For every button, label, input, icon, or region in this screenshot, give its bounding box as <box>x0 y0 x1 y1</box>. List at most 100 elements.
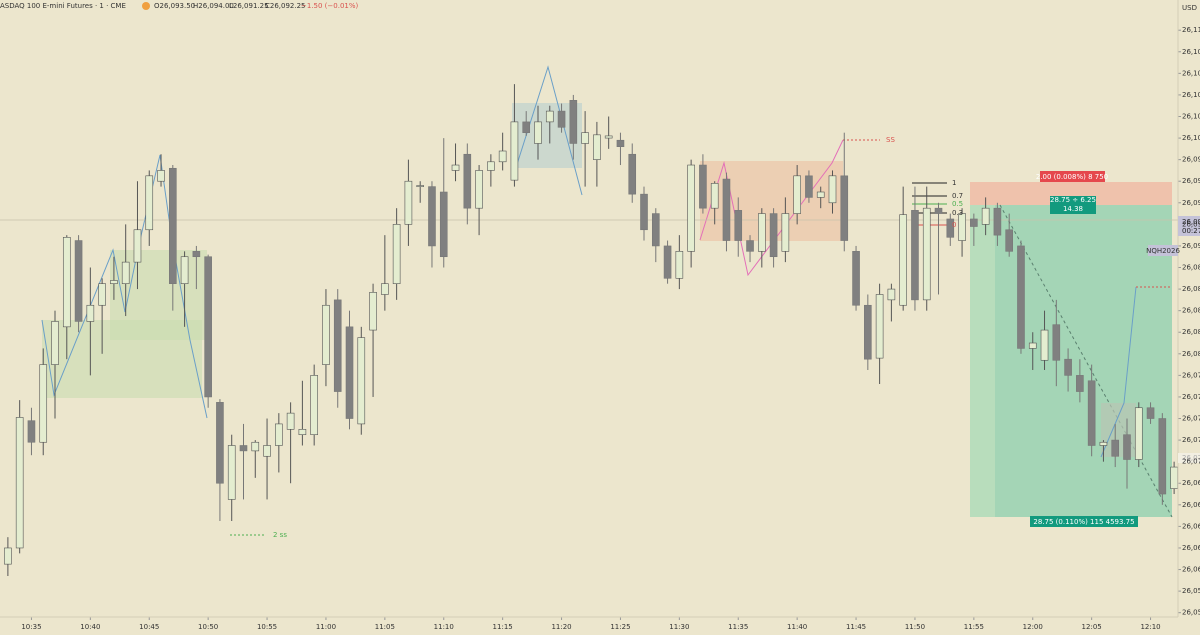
x-tick-label: 11:15 <box>493 623 513 631</box>
candle-body <box>381 283 389 295</box>
y-tick-label: 26,058 <box>1182 587 1200 595</box>
candle-body <box>15 417 24 549</box>
x-tick-label: 10:35 <box>21 623 41 631</box>
x-tick-label: 10:40 <box>80 623 100 631</box>
candle-body <box>357 337 366 425</box>
y-tick-label: 26,076 <box>1182 393 1200 401</box>
y-tick-label: 26,110 <box>1182 26 1200 34</box>
candle-body <box>1099 441 1108 446</box>
candle-body <box>675 251 684 279</box>
candle-body <box>616 139 625 147</box>
candle-body <box>392 224 401 284</box>
candle-body <box>758 213 766 252</box>
candle-body <box>239 445 248 452</box>
x-tick-label: 10:50 <box>198 623 218 631</box>
candle-body <box>1158 418 1167 495</box>
chart-title: ASDAQ 100 E-mini Futures · 1 · CME <box>0 2 126 10</box>
annotation: SS <box>886 136 895 144</box>
candle-body <box>628 153 637 195</box>
currency: USD <box>1182 4 1197 12</box>
x-tick-label: 12:05 <box>1082 623 1102 631</box>
candle-body <box>922 207 931 301</box>
candle-body <box>946 218 955 238</box>
y-tick-label: 26,072 <box>1182 436 1200 444</box>
quote-close: C26,092.25 <box>265 2 306 10</box>
candle-body <box>687 164 695 252</box>
candle-body <box>805 175 813 198</box>
candle-body <box>227 445 236 500</box>
candle-body <box>498 150 507 163</box>
symbol-tag <box>1148 245 1178 256</box>
quote-change: −1.50 (−0.01%) <box>301 2 359 10</box>
candle-body <box>310 375 318 436</box>
y-tick-label: 26,082 <box>1182 328 1200 336</box>
y-tick-label: 26,094 <box>1182 199 1200 207</box>
candle-body <box>4 547 12 565</box>
candle-body <box>710 183 719 209</box>
candle-body <box>204 256 212 398</box>
candle-body <box>251 441 260 452</box>
y-tick-label: 26,056 <box>1182 609 1200 617</box>
y-tick-label: 26,090 <box>1182 242 1200 250</box>
target-tag <box>1030 516 1138 527</box>
fib-label: 0.7 <box>952 192 963 200</box>
x-tick-label: 11:25 <box>610 623 630 631</box>
ratio-label: 14.38 <box>1063 205 1083 213</box>
candle-body <box>1111 439 1120 457</box>
x-tick-label: 11:05 <box>375 623 395 631</box>
y-tick-label: 26,098 <box>1182 156 1200 164</box>
x-tick-label: 11:20 <box>551 623 571 631</box>
candle-body <box>1076 375 1084 392</box>
candle-body <box>934 207 943 214</box>
price-tag-label: 26,092 <box>1182 218 1200 226</box>
candle-body <box>1123 434 1131 460</box>
candle-body <box>98 283 106 306</box>
candle-body <box>640 193 648 231</box>
y-tick-label: 26,106 <box>1182 69 1200 77</box>
candle-body <box>769 213 778 258</box>
candle-body <box>439 191 448 258</box>
symbol-label: NQH2026 <box>1146 247 1180 255</box>
candle-body <box>404 180 413 225</box>
x-tick-label: 11:45 <box>846 623 866 631</box>
y-tick-label: 26,092 <box>1182 220 1200 228</box>
candle-body <box>1005 229 1013 252</box>
candle-body <box>1146 407 1155 419</box>
quote-low: L26,091.25 <box>229 2 269 10</box>
candle-body <box>899 214 907 306</box>
candle-body <box>510 121 519 181</box>
x-tick-label: 10:45 <box>139 623 159 631</box>
candle-body <box>981 207 990 225</box>
x-tick-label: 11:30 <box>669 623 689 631</box>
candle-body <box>298 429 307 436</box>
target-zone-edge <box>970 205 995 517</box>
candle-body <box>110 280 118 284</box>
y-tick-label: 26,080 <box>1182 350 1200 358</box>
candle-body <box>275 423 283 446</box>
candle-body <box>1170 466 1178 489</box>
x-tick-label: 11:40 <box>787 623 807 631</box>
candle-body <box>39 364 48 443</box>
ratio-label: 28.75 ÷ 6.25 <box>1050 196 1096 204</box>
status-icon <box>142 2 150 10</box>
candle-body <box>816 191 825 198</box>
candle-body <box>1028 342 1037 349</box>
candle-body <box>263 445 271 457</box>
y-tick-label: 26,088 <box>1182 264 1200 272</box>
candle-body <box>593 134 601 160</box>
x-tick-label: 10:55 <box>257 623 277 631</box>
candle-body <box>286 412 295 430</box>
x-tick-label: 11:50 <box>905 623 925 631</box>
y-tick-label: 26,078 <box>1182 371 1200 379</box>
candle-body <box>463 153 472 209</box>
last-tag <box>1178 453 1200 463</box>
candle-body <box>416 185 424 187</box>
y-tick-label: 26,064 <box>1182 522 1200 530</box>
candle-body <box>545 110 554 123</box>
stop-label: 2.00 (0.008%) 8 750 <box>1036 173 1108 181</box>
candle-body <box>1017 245 1025 349</box>
x-tick-label: 12:10 <box>1140 623 1160 631</box>
stop-zone <box>970 182 1172 205</box>
candle-body <box>1134 407 1143 460</box>
candle-body <box>734 210 743 241</box>
